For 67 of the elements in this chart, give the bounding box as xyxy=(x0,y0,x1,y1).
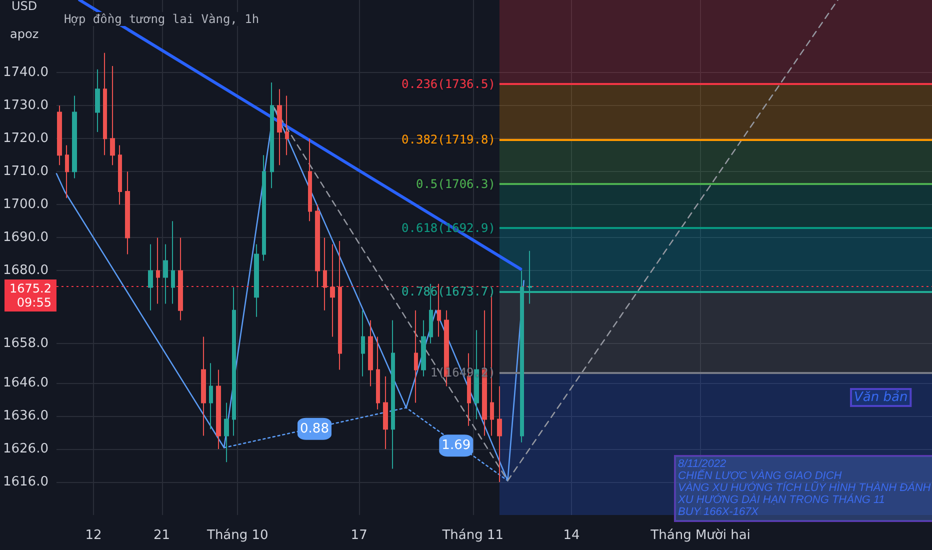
x-tick-label: 21 xyxy=(154,528,170,543)
y-tick-label: 1700.0 xyxy=(2,197,48,212)
text: Hợp đồng tương lai Vàng, 1h xyxy=(64,12,260,26)
x-tick-label: 14 xyxy=(563,528,580,543)
candlestick xyxy=(270,82,274,189)
y-tick-label: 1690.0 xyxy=(2,230,48,246)
candlestick xyxy=(262,154,266,262)
candlestick xyxy=(156,237,160,304)
candlestick xyxy=(103,52,107,156)
candlestick xyxy=(148,244,153,311)
y-tick-label: 1646.0 xyxy=(2,375,48,390)
candlestick xyxy=(323,237,327,311)
y-tick-label: 1740.0 xyxy=(2,65,48,80)
candlestick xyxy=(224,402,229,463)
candlestick xyxy=(376,336,380,410)
ref-line-label: 1675.2 09:55 xyxy=(9,282,52,310)
candlestick xyxy=(391,320,395,470)
x-tick-label: Tháng 10 xyxy=(206,528,268,543)
candlestick xyxy=(72,95,77,179)
candlestick xyxy=(497,386,502,482)
annotation: 0.88 xyxy=(300,421,329,436)
candlestick xyxy=(277,88,282,166)
candlestick xyxy=(338,240,342,370)
candlestick xyxy=(125,171,130,255)
x-tick-label: 17 xyxy=(350,528,368,543)
candlestick xyxy=(232,286,236,436)
candlestick xyxy=(118,144,122,206)
y-tick-label: 1730.0 xyxy=(2,98,48,114)
candlestick xyxy=(361,310,365,377)
y-tick-label: 1680.0 xyxy=(2,263,48,278)
y-tick-label: 1710.0 xyxy=(2,164,48,180)
candlestick xyxy=(95,68,100,133)
candlestick xyxy=(315,204,320,288)
candlestick xyxy=(285,95,289,156)
text: apoz xyxy=(10,27,39,41)
y-tick-label: 1616.0 xyxy=(2,474,48,490)
x-tick-label: 12 xyxy=(85,528,102,543)
candlestick xyxy=(171,220,175,304)
candlestick xyxy=(308,138,312,222)
line-series xyxy=(56,106,524,482)
candlestick xyxy=(65,144,69,199)
candlestick xyxy=(209,362,213,430)
candlestick xyxy=(201,336,206,436)
candlestick xyxy=(330,244,335,338)
y-tick-label: 1658.0 xyxy=(2,336,48,351)
x-tick-label: Tháng 11 xyxy=(441,528,504,543)
candlestick xyxy=(216,369,221,450)
candlestick xyxy=(368,320,373,387)
y-axis-title: USD xyxy=(11,0,38,13)
candlestick xyxy=(110,66,115,166)
candlestick xyxy=(57,105,62,166)
ref-line-label: 0.382(1719.8) xyxy=(402,132,496,146)
y-tick-label: 1626.0 xyxy=(2,441,48,456)
candlestick xyxy=(421,320,426,377)
annotation: 8/11/2022 CHIẾN LƯỢC VÀNG GIAO DỊCH VÀNG XU HƯỚNG TÍCH LŨY HÌNH THÀNH ĐÁNH XU HƯỚNG DÀI HẠN TRONG THÁNG 11 BUY 166X-167X xyxy=(677,458,931,518)
candlestick xyxy=(163,244,168,304)
x-tick-label: Tháng Mười hai xyxy=(650,528,750,543)
annotation: Văn bản xyxy=(854,390,908,405)
ref-line-label: 0.5(1706.3) xyxy=(416,176,496,191)
candlestick xyxy=(414,310,418,404)
y-tick-label: 1636.0 xyxy=(2,408,48,424)
annotation: 1.69 xyxy=(442,438,471,454)
y-tick-label: 1720.0 xyxy=(2,131,48,146)
ref-line-label: 0.236(1736.5) xyxy=(402,77,496,92)
candlestick xyxy=(383,376,388,450)
candlestick xyxy=(254,244,259,318)
candlestick xyxy=(178,237,183,321)
